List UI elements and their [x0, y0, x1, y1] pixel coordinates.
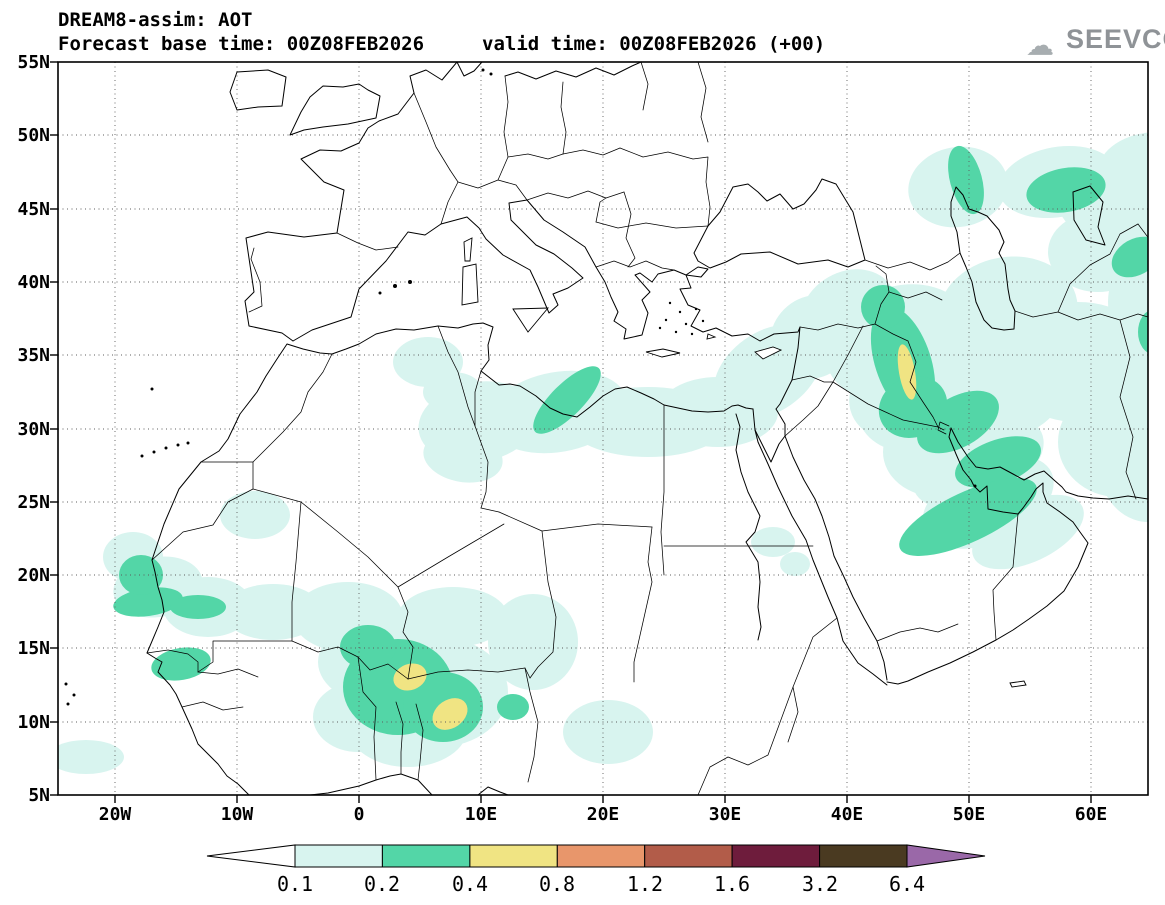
lon-label-10w: 10W [221, 804, 254, 825]
lon-axis: 20W 10W 0 10E 20E 30E 40E 50E 60E [99, 804, 1108, 825]
lat-label-50n: 50N [17, 125, 50, 146]
country-borders [146, 62, 1148, 795]
axis-ticks [50, 61, 1092, 803]
graticule [58, 62, 1148, 795]
lat-label-15n: 15N [17, 638, 50, 659]
lat-label-30n: 30N [17, 419, 50, 440]
colorbar: 0.1 0.2 0.4 0.8 1.2 1.6 3.2 6.4 [206, 844, 986, 896]
map-plot [58, 62, 1148, 795]
plot-title: DREAM8-assim: AOT [58, 9, 252, 31]
lat-label-10n: 10N [17, 712, 50, 733]
colorbar-label-3.2: 3.2 [802, 872, 838, 896]
lon-label-10e: 10E [465, 804, 498, 825]
lon-label-20w: 20W [99, 804, 132, 825]
lon-label-20e: 20E [587, 804, 620, 825]
lat-label-5n: 5N [28, 785, 50, 806]
colorbar-segment-7 [819, 844, 908, 868]
valid-time: valid time: 00Z08FEB2026 (+00) [482, 33, 825, 55]
colorbar-label-0.8: 0.8 [539, 872, 575, 896]
lon-label-40e: 40E [831, 804, 864, 825]
colorbar-label-6.4: 6.4 [889, 872, 925, 896]
cloud-icon: ☁ [1026, 12, 1054, 66]
colorbar-label-1.2: 1.2 [627, 872, 663, 896]
lat-label-40n: 40N [17, 272, 50, 293]
seevccc-logo: ☁ SEEVCCC [1026, 12, 1165, 66]
colorbar-segment-2 [381, 844, 471, 868]
islands [64, 68, 1027, 706]
lon-label-30e: 30E [709, 804, 742, 825]
lat-label-25n: 25N [17, 492, 50, 513]
lon-label-60e: 60E [1075, 804, 1108, 825]
lon-label-50e: 50E [953, 804, 986, 825]
lat-label-35n: 35N [17, 345, 50, 366]
colorbar-arrow-left [206, 844, 296, 868]
colorbar-arrow-right [906, 844, 986, 868]
lat-axis: 55N 50N 45N 40N 35N 30N 25N 20N 15N 10N … [17, 52, 50, 806]
colorbar-segment-1 [294, 844, 383, 868]
colorbar-segment-4 [556, 844, 646, 868]
colorbar-label-0.4: 0.4 [452, 872, 488, 896]
colorbar-label-0.2: 0.2 [364, 872, 400, 896]
colorbar-label-0.1: 0.1 [277, 872, 313, 896]
colorbar-segment-6 [731, 844, 821, 868]
colorbar-segment-5 [644, 844, 733, 868]
logo-text: SEEVCCC [1066, 24, 1165, 54]
colorbar-label-1.6: 1.6 [714, 872, 750, 896]
lat-label-45n: 45N [17, 199, 50, 220]
lon-label-0: 0 [354, 804, 365, 825]
lat-label-20n: 20N [17, 565, 50, 586]
colorbar-segment-3 [469, 844, 558, 868]
lat-label-55n: 55N [17, 52, 50, 73]
forecast-base-time: Forecast base time: 00Z08FEB2026 [58, 33, 424, 55]
coastlines [146, 62, 1148, 795]
